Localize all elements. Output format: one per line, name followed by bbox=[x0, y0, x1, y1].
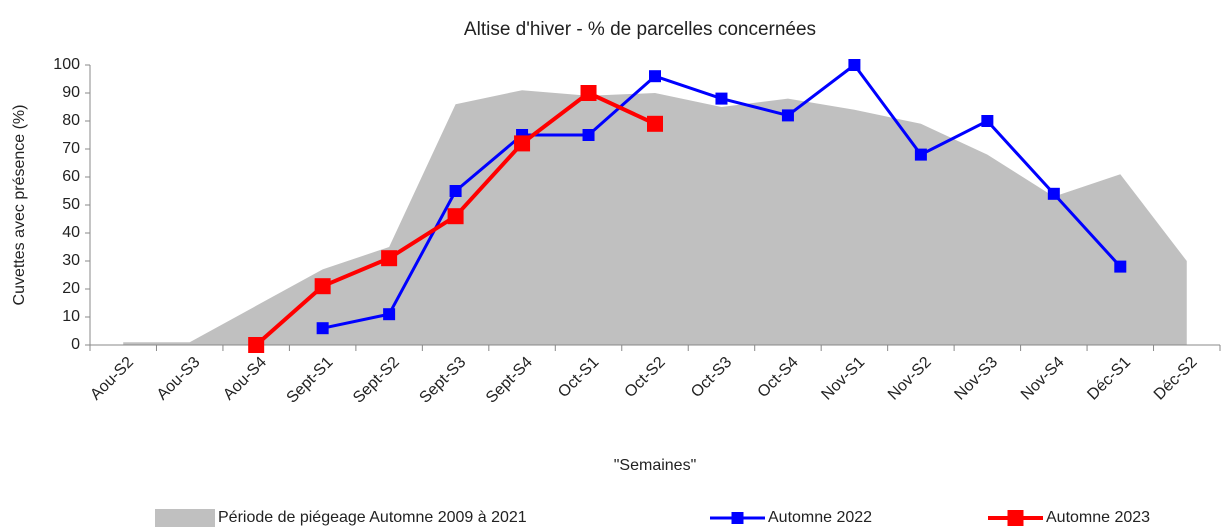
marker bbox=[450, 185, 462, 197]
marker bbox=[782, 109, 794, 121]
marker bbox=[317, 322, 329, 334]
chart: Altise d'hiver - % de parcelles concerné… bbox=[0, 0, 1222, 530]
x-tick-label: Sept-S2 bbox=[350, 354, 403, 407]
y-tick-label: 60 bbox=[62, 168, 80, 185]
marker bbox=[315, 278, 331, 294]
marker bbox=[915, 149, 927, 161]
x-tick-label: Oct-S4 bbox=[755, 354, 802, 401]
legend-label: Période de piégeage Automne 2009 à 2021 bbox=[218, 509, 527, 526]
marker bbox=[848, 59, 860, 71]
marker bbox=[581, 85, 597, 101]
legend-label: Automne 2023 bbox=[1046, 509, 1150, 526]
y-axis-title: Cuvettes avec présence (%) bbox=[11, 105, 28, 306]
legend-label: Automne 2022 bbox=[768, 509, 872, 526]
y-tick-label: 20 bbox=[62, 280, 80, 297]
marker bbox=[715, 93, 727, 105]
x-tick-label: Oct-S2 bbox=[622, 354, 669, 401]
marker bbox=[981, 115, 993, 127]
x-tick-label: Déc-S1 bbox=[1084, 354, 1134, 404]
marker bbox=[647, 116, 663, 132]
x-tick-label: Nov-S4 bbox=[1018, 354, 1068, 404]
x-axis-title: "Semaines" bbox=[614, 457, 697, 474]
marker bbox=[514, 135, 530, 151]
legend-swatch bbox=[732, 512, 744, 524]
y-tick-label: 80 bbox=[62, 112, 80, 129]
chart-title: Altise d'hiver - % de parcelles concerné… bbox=[464, 19, 816, 40]
marker bbox=[649, 70, 661, 82]
y-tick-label: 100 bbox=[53, 56, 80, 73]
x-tick-label: Aou-S4 bbox=[220, 354, 270, 404]
y-tick-label: 70 bbox=[62, 140, 80, 157]
x-tick-label: Nov-S1 bbox=[818, 354, 868, 404]
marker bbox=[1114, 261, 1126, 273]
marker bbox=[381, 250, 397, 266]
marker bbox=[1048, 188, 1060, 200]
x-tick-label: Oct-S3 bbox=[688, 354, 735, 401]
x-tick-label: Aou-S3 bbox=[154, 354, 204, 404]
marker bbox=[583, 129, 595, 141]
y-tick-label: 0 bbox=[71, 336, 80, 353]
y-tick-label: 90 bbox=[62, 84, 80, 101]
marker bbox=[383, 308, 395, 320]
x-tick-label: Sept-S3 bbox=[416, 354, 469, 407]
x-tick-label: Sept-S1 bbox=[284, 354, 337, 407]
x-tick-label: Nov-S2 bbox=[885, 354, 935, 404]
x-tick-label: Aou-S2 bbox=[87, 354, 137, 404]
marker bbox=[248, 337, 264, 353]
y-tick-label: 10 bbox=[62, 308, 80, 325]
legend-swatch bbox=[1008, 510, 1024, 526]
legend-swatch bbox=[155, 509, 215, 527]
marker bbox=[448, 208, 464, 224]
y-tick-label: 30 bbox=[62, 252, 80, 269]
x-tick-label: Déc-S2 bbox=[1151, 354, 1201, 404]
x-tick-label: Oct-S1 bbox=[555, 354, 602, 401]
x-tick-label: Sept-S4 bbox=[483, 354, 536, 407]
x-tick-label: Nov-S3 bbox=[951, 354, 1001, 404]
y-tick-label: 40 bbox=[62, 224, 80, 241]
y-tick-label: 50 bbox=[62, 196, 80, 213]
